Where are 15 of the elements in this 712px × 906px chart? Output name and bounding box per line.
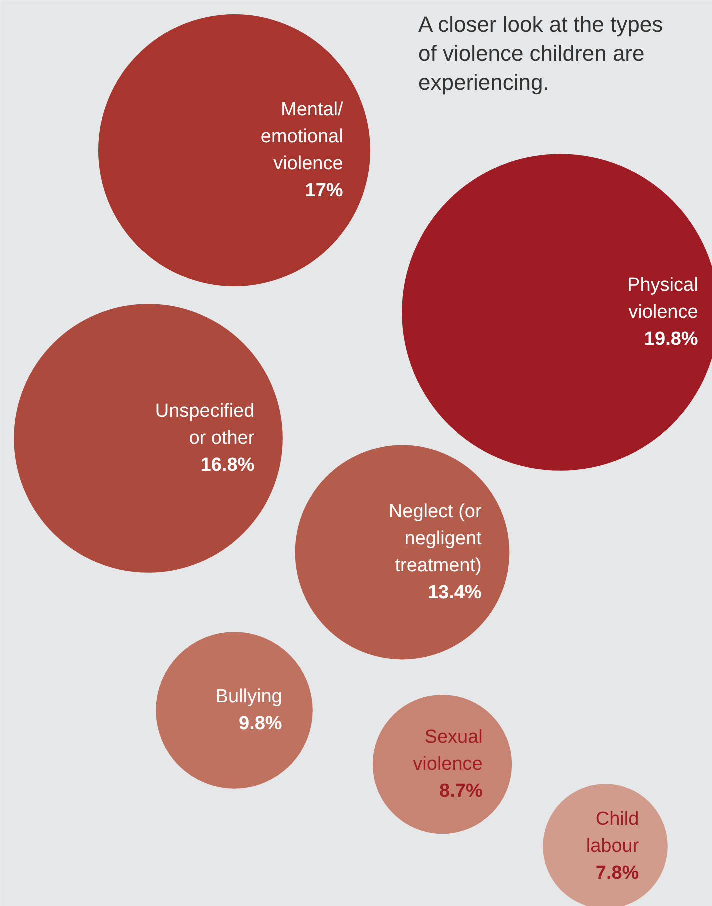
category-label: Physical violence: [628, 275, 698, 323]
text: A closer look at the types of violence children are experiencing.: [418, 12, 664, 95]
data-label: 13.4%: [428, 582, 482, 604]
data-label: 19.8%: [644, 329, 698, 350]
data-label: 9.8%: [239, 714, 282, 734]
category-label: Child labour: [586, 809, 640, 857]
category-label: Unspecified or other: [155, 401, 256, 449]
category-label: Sexual violence: [413, 727, 483, 775]
category-label: Neglect (or negligent treatment): [388, 502, 483, 576]
data-label: 7.8%: [596, 863, 640, 884]
data-label: 17%: [305, 180, 344, 202]
category-label: Bullying: [216, 686, 282, 708]
category-label: Mental/ emotional violence: [260, 100, 344, 174]
data-label: 16.8%: [200, 455, 255, 476]
data-label: 8.7%: [440, 781, 483, 802]
